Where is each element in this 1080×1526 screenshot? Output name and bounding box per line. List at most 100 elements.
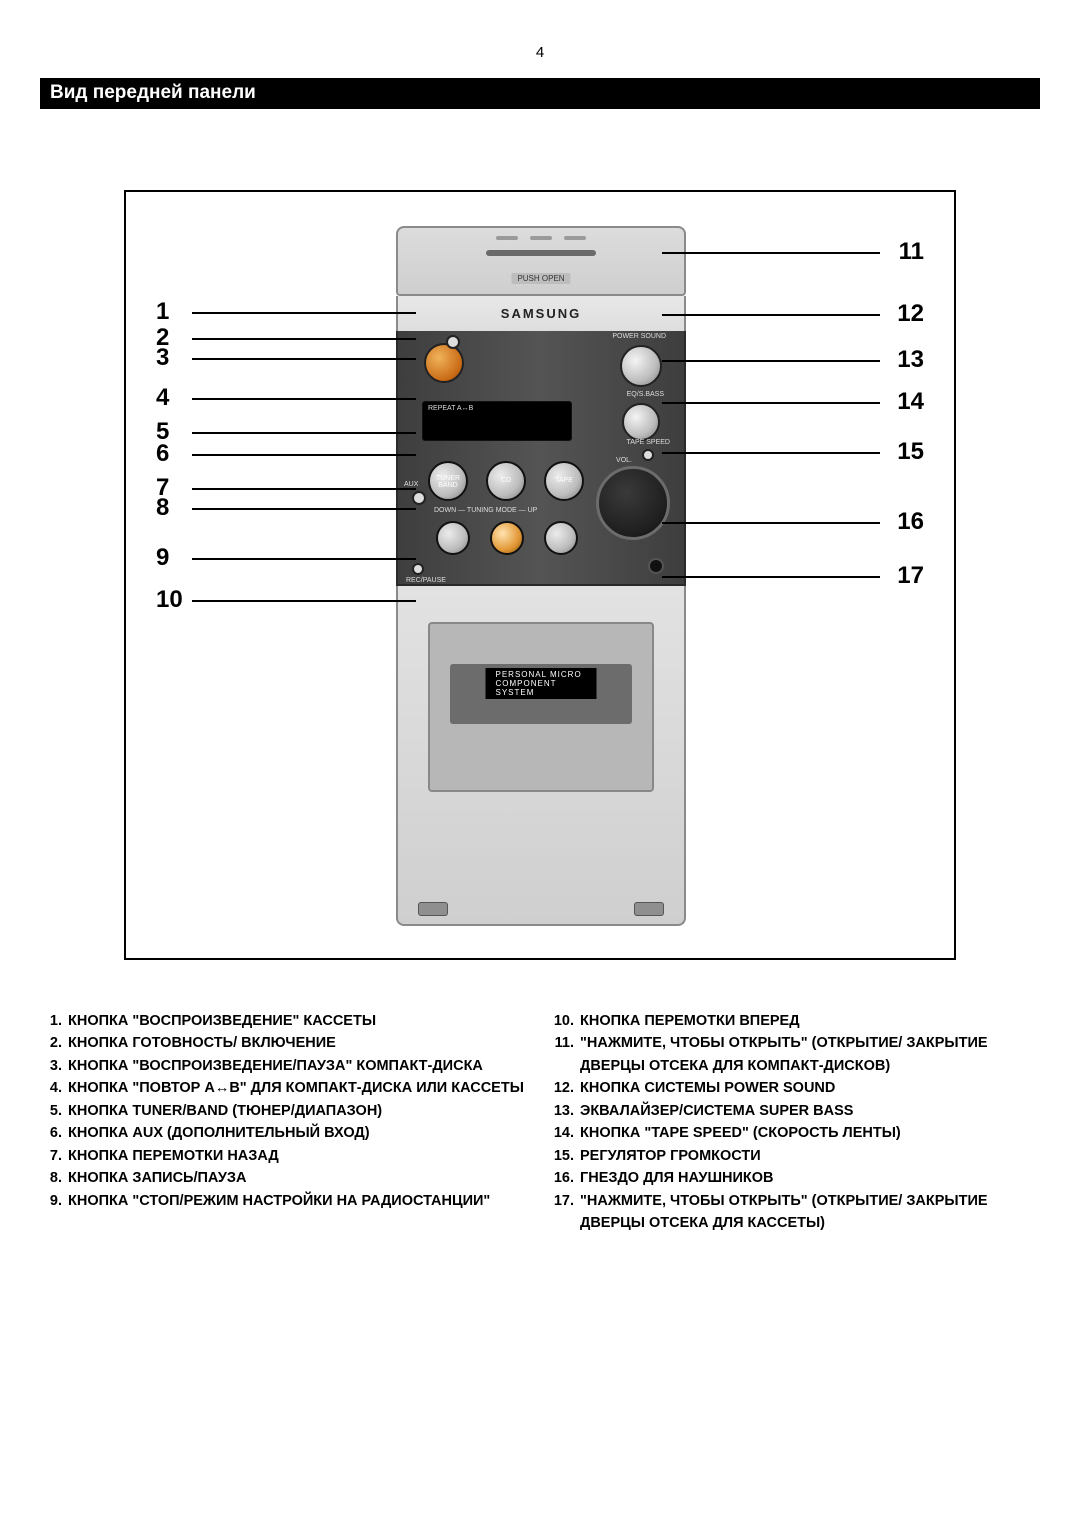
brand-logo: SAMSUNG xyxy=(501,306,581,321)
legend-item: 9.КНОПКА "СТОП/РЕЖИМ НАСТРОЙКИ НА РАДИОС… xyxy=(40,1190,528,1212)
legend: 1.КНОПКА "ВОСПРОИЗВЕДЕНИЕ" КАССЕТЫ2.КНОП… xyxy=(40,1010,1040,1235)
volume-knob xyxy=(596,466,670,540)
legend-item: 13.ЭКВАЛАЙЗЕР/СИСТЕМА SUPER BASS xyxy=(552,1100,1040,1122)
leader-right-14 xyxy=(662,402,880,404)
legend-item-number: 6. xyxy=(40,1122,68,1144)
legend-item-text: КНОПКА "ВОСПРОИЗВЕДЕНИЕ/ПАУЗА" КОМПАКТ-Д… xyxy=(68,1055,528,1077)
legend-item-number: 5. xyxy=(40,1100,68,1122)
device-illustration: PUSH OPEN SAMSUNG POWER SOUND REPEAT A↔B… xyxy=(396,226,686,926)
aux-label: AUX xyxy=(404,481,418,488)
eq-label: EQ/S.BASS xyxy=(627,391,664,398)
legend-item-text: КНОПКА "ВОСПРОИЗВЕДЕНИЕ" КАССЕТЫ xyxy=(68,1010,528,1032)
callout-left-9: 9 xyxy=(156,544,169,572)
legend-item: 17."НАЖМИТЕ, ЧТОБЫ ОТКРЫТЬ" (ОТКРЫТИЕ/ З… xyxy=(552,1190,1040,1235)
fast-forward-button xyxy=(544,521,578,555)
legend-item-number: 7. xyxy=(40,1145,68,1167)
legend-item: 10.КНОПКА ПЕРЕМОТКИ ВПЕРЕД xyxy=(552,1010,1040,1032)
leader-left-1 xyxy=(192,312,416,314)
legend-item-number: 11. xyxy=(552,1032,580,1077)
legend-item-text: КНОПКА "TAPE SPEED" (СКОРОСТЬ ЛЕНТЫ) xyxy=(580,1122,1040,1144)
legend-item-text: ЭКВАЛАЙЗЕР/СИСТЕМА SUPER BASS xyxy=(580,1100,1040,1122)
top-vents xyxy=(496,236,586,240)
leader-right-16 xyxy=(662,522,880,524)
legend-item: 8.КНОПКА ЗАПИСЬ/ПАУЗА xyxy=(40,1167,528,1189)
legend-item: 1.КНОПКА "ВОСПРОИЗВЕДЕНИЕ" КАССЕТЫ xyxy=(40,1010,528,1032)
cd-label: CD xyxy=(488,477,524,484)
legend-item-text: РЕГУЛЯТОР ГРОМКОСТИ xyxy=(580,1145,1040,1167)
legend-item-text: "НАЖМИТЕ, ЧТОБЫ ОТКРЫТЬ" (ОТКРЫТИЕ/ ЗАКР… xyxy=(580,1032,1040,1077)
tape-label: TAPE xyxy=(546,477,582,484)
legend-item: 3.КНОПКА "ВОСПРОИЗВЕДЕНИЕ/ПАУЗА" КОМПАКТ… xyxy=(40,1055,528,1077)
stop-tuning-button xyxy=(490,521,524,555)
legend-left-column: 1.КНОПКА "ВОСПРОИЗВЕДЕНИЕ" КАССЕТЫ2.КНОП… xyxy=(40,1010,528,1235)
play-cassette-button xyxy=(446,335,460,349)
rec-pause-button xyxy=(412,563,424,575)
power-sound-label: POWER SOUND xyxy=(612,333,666,340)
legend-right-column: 10.КНОПКА ПЕРЕМОТКИ ВПЕРЕД11."НАЖМИТЕ, Ч… xyxy=(552,1010,1040,1235)
legend-item-number: 14. xyxy=(552,1122,580,1144)
legend-item-text: КНОПКА ГОТОВНОСТЬ/ ВКЛЮЧЕНИЕ xyxy=(68,1032,528,1054)
lid-handle xyxy=(486,250,596,256)
legend-item-number: 4. xyxy=(40,1077,68,1099)
leader-left-4 xyxy=(192,398,416,400)
leader-left-8 xyxy=(192,508,416,510)
tuner-band-button: TUNER BAND xyxy=(428,461,468,501)
legend-item-text: КНОПКА "СТОП/РЕЖИМ НАСТРОЙКИ НА РАДИОСТА… xyxy=(68,1190,528,1212)
legend-item-number: 8. xyxy=(40,1167,68,1189)
leader-left-7 xyxy=(192,488,416,490)
legend-item-number: 17. xyxy=(552,1190,580,1235)
callout-left-4: 4 xyxy=(156,384,169,412)
leader-left-6 xyxy=(192,454,416,456)
legend-item-text: КНОПКА "ПОВТОР A↔B" ДЛЯ КОМПАКТ-ДИСКА ИЛ… xyxy=(68,1077,528,1099)
leader-left-10 xyxy=(192,600,416,602)
leader-right-12 xyxy=(662,314,880,316)
leader-right-17 xyxy=(662,576,880,578)
callout-right-14: 14 xyxy=(897,388,924,416)
legend-item-text: КНОПКА TUNER/BAND (ТЮНЕР/ДИАПАЗОН) xyxy=(68,1100,528,1122)
legend-item: 6.КНОПКА AUX (ДОПОЛНИТЕЛЬНЫЙ ВХОД) xyxy=(40,1122,528,1144)
legend-item: 12.КНОПКА СИСТЕМЫ POWER SOUND xyxy=(552,1077,1040,1099)
page-number: 4 xyxy=(536,44,544,61)
vol-label: VOL. xyxy=(616,457,632,464)
legend-item-number: 1. xyxy=(40,1010,68,1032)
legend-item-text: КНОПКА ПЕРЕМОТКИ ВПЕРЕД xyxy=(580,1010,1040,1032)
tape-button: TAPE xyxy=(544,461,584,501)
legend-item-text: КНОПКА AUX (ДОПОЛНИТЕЛЬНЫЙ ВХОД) xyxy=(68,1122,528,1144)
legend-item: 11."НАЖМИТЕ, ЧТОБЫ ОТКРЫТЬ" (ОТКРЫТИЕ/ З… xyxy=(552,1032,1040,1077)
brand-strip: SAMSUNG xyxy=(396,296,686,331)
callout-left-1: 1 xyxy=(156,298,169,326)
cassette-window: PERSONAL MICRO COMPONENT SYSTEM xyxy=(428,622,654,792)
legend-item-text: ГНЕЗДО ДЛЯ НАУШНИКОВ xyxy=(580,1167,1040,1189)
callout-right-12: 12 xyxy=(897,300,924,328)
legend-item-number: 9. xyxy=(40,1190,68,1212)
callout-right-17: 17 xyxy=(897,562,924,590)
legend-item: 15.РЕГУЛЯТОР ГРОМКОСТИ xyxy=(552,1145,1040,1167)
rewind-button xyxy=(436,521,470,555)
callout-right-13: 13 xyxy=(897,346,924,374)
eq-bass-button xyxy=(622,403,660,441)
legend-item-number: 10. xyxy=(552,1010,580,1032)
system-label: PERSONAL MICRO COMPONENT SYSTEM xyxy=(486,668,597,699)
cassette-bay: PERSONAL MICRO COMPONENT SYSTEM xyxy=(396,586,686,926)
legend-item-number: 3. xyxy=(40,1055,68,1077)
diagram-frame: PUSH OPEN SAMSUNG POWER SOUND REPEAT A↔B… xyxy=(124,190,956,960)
repeat-label: REPEAT A↔B xyxy=(428,405,473,412)
tape-speed-label: TAPE SPEED xyxy=(627,439,670,446)
tuner-label: TUNER BAND xyxy=(430,475,466,489)
headphone-jack xyxy=(648,558,664,574)
callout-left-6: 6 xyxy=(156,440,169,468)
legend-item-text: КНОПКА СИСТЕМЫ POWER SOUND xyxy=(580,1077,1040,1099)
legend-item: 4.КНОПКА "ПОВТОР A↔B" ДЛЯ КОМПАКТ-ДИСКА … xyxy=(40,1077,528,1099)
callout-right-11: 11 xyxy=(899,238,924,266)
legend-item-number: 12. xyxy=(552,1077,580,1099)
legend-item-number: 13. xyxy=(552,1100,580,1122)
legend-item-text: КНОПКА ЗАПИСЬ/ПАУЗА xyxy=(68,1167,528,1189)
device-feet xyxy=(418,902,664,916)
section-header: Вид передней панели xyxy=(40,78,1040,109)
leader-right-15 xyxy=(662,452,880,454)
tape-speed-button xyxy=(642,449,654,461)
leader-left-9 xyxy=(192,558,416,560)
legend-item: 14.КНОПКА "TAPE SPEED" (СКОРОСТЬ ЛЕНТЫ) xyxy=(552,1122,1040,1144)
callout-left-10: 10 xyxy=(156,586,183,614)
leader-left-2 xyxy=(192,338,416,340)
